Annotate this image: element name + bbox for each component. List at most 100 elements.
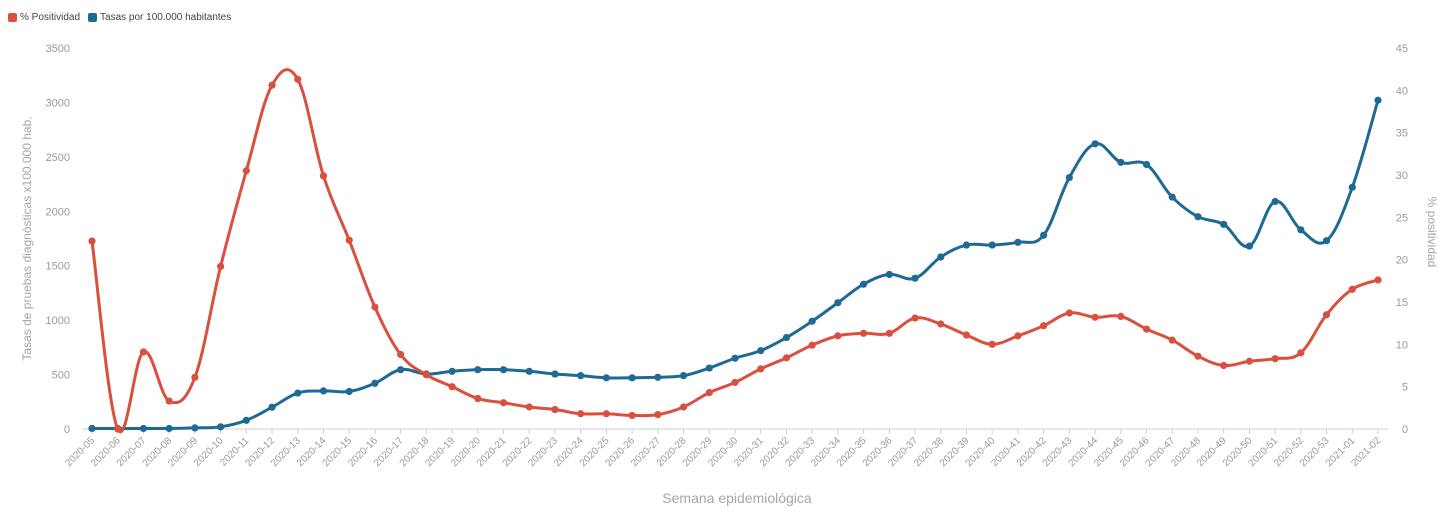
data-point-tasas	[1271, 197, 1279, 206]
y-left-tick-label: 1000	[46, 315, 70, 327]
data-point-positividad	[782, 354, 791, 362]
data-point-tasas	[911, 274, 919, 282]
y-left-tick-label: 3500	[46, 43, 70, 55]
data-point-tasas	[679, 372, 688, 380]
data-point-tasas	[1142, 160, 1151, 169]
legend-label-tasas: Tasas por 100.000 habitantes	[100, 12, 232, 23]
data-point-tasas	[1091, 140, 1099, 148]
data-point-tasas	[885, 270, 893, 279]
data-point-positividad	[911, 314, 919, 322]
data-point-positividad	[88, 237, 96, 245]
data-point-tasas	[1322, 237, 1331, 245]
data-point-positividad	[345, 236, 353, 244]
data-point-positividad	[1091, 313, 1099, 321]
data-point-positividad	[474, 394, 482, 403]
y-left-axis-title: Tasas de pruebas diagnósticas x100.000 h…	[20, 116, 34, 360]
legend-item-positividad[interactable]: % Positividad	[8, 12, 80, 23]
legend-swatch-tasas	[88, 13, 98, 22]
data-point-positividad	[217, 262, 225, 271]
data-point-tasas	[1220, 220, 1228, 228]
data-point-tasas	[577, 372, 585, 380]
data-point-positividad	[1142, 325, 1151, 333]
data-point-tasas	[551, 370, 559, 378]
data-point-positividad	[1117, 312, 1125, 320]
x-axis-title: Semana epidemiológica	[662, 490, 812, 506]
data-point-positividad	[705, 388, 713, 397]
data-point-positividad	[654, 411, 662, 419]
data-point-positividad	[319, 172, 328, 180]
data-point-positividad	[397, 350, 405, 359]
data-point-positividad	[294, 75, 302, 83]
y-right-tick-label: 5	[1402, 382, 1408, 394]
x-tick-label: 2021-02	[1349, 435, 1383, 469]
data-point-positividad	[499, 399, 508, 407]
data-point-tasas	[371, 379, 379, 387]
data-point-positividad	[679, 403, 688, 411]
data-point-tasas	[1348, 183, 1356, 191]
data-point-positividad	[808, 341, 816, 349]
data-point-positividad	[1220, 361, 1228, 370]
data-point-positividad	[268, 81, 276, 89]
data-point-positividad	[1297, 349, 1305, 357]
data-point-tasas	[1374, 96, 1382, 104]
data-point-tasas	[88, 424, 96, 433]
data-point-tasas	[1194, 213, 1202, 221]
data-point-tasas	[731, 354, 739, 362]
data-point-positividad	[242, 167, 250, 175]
data-point-positividad	[165, 397, 173, 405]
data-point-positividad	[1168, 336, 1176, 344]
y-right-tick-label: 15	[1396, 297, 1408, 309]
data-point-positividad	[860, 329, 868, 337]
data-point-tasas	[757, 347, 765, 355]
data-point-positividad	[448, 383, 456, 391]
data-point-tasas	[782, 333, 791, 342]
y-right-tick-label: 10	[1396, 339, 1408, 351]
y-left-tick-label: 1500	[46, 261, 70, 273]
data-point-tasas	[268, 403, 276, 411]
y-left-tick-label: 500	[52, 370, 70, 382]
data-point-tasas	[499, 366, 508, 374]
data-point-tasas	[834, 299, 842, 307]
data-point-positividad	[731, 378, 739, 387]
data-point-positividad	[1040, 322, 1048, 330]
data-point-tasas	[988, 241, 996, 249]
legend: % Positividad Tasas por 100.000 habitant…	[8, 12, 231, 23]
data-point-tasas	[474, 366, 482, 374]
data-point-positividad	[1014, 332, 1022, 340]
data-point-positividad	[577, 410, 585, 418]
y-left-tick-label: 0	[64, 424, 70, 436]
legend-item-tasas[interactable]: Tasas por 100.000 habitantes	[88, 12, 231, 23]
data-point-positividad	[114, 425, 122, 433]
data-point-tasas	[525, 367, 533, 375]
data-point-tasas	[242, 416, 250, 424]
data-point-tasas	[217, 423, 225, 431]
data-point-positividad	[602, 410, 611, 418]
data-point-positividad	[962, 331, 971, 339]
data-point-positividad	[1322, 311, 1331, 319]
data-point-tasas	[345, 387, 353, 396]
data-point-positividad	[191, 373, 199, 381]
data-point-positividad	[139, 348, 148, 356]
data-point-positividad	[1194, 352, 1202, 360]
data-point-tasas	[397, 366, 405, 374]
y-left-tick-label: 3000	[46, 97, 70, 109]
data-point-positividad	[885, 329, 893, 337]
data-point-tasas	[962, 241, 971, 249]
data-point-positividad	[525, 403, 533, 411]
y-right-tick-label: 40	[1396, 85, 1408, 97]
y-right-tick-label: 25	[1396, 212, 1408, 224]
data-point-tasas	[808, 317, 816, 325]
data-point-tasas	[319, 387, 328, 395]
data-point-positividad	[988, 340, 996, 348]
data-point-positividad	[937, 320, 945, 328]
data-point-positividad	[371, 303, 379, 311]
legend-label-positividad: % Positividad	[20, 12, 81, 23]
data-point-tasas	[1117, 158, 1125, 166]
data-point-positividad	[834, 332, 842, 340]
data-point-tasas	[860, 280, 868, 288]
data-point-tasas	[448, 367, 456, 375]
data-point-positividad	[1245, 357, 1253, 365]
y-right-tick-label: 45	[1396, 43, 1408, 55]
y-right-tick-label: 20	[1396, 255, 1408, 267]
